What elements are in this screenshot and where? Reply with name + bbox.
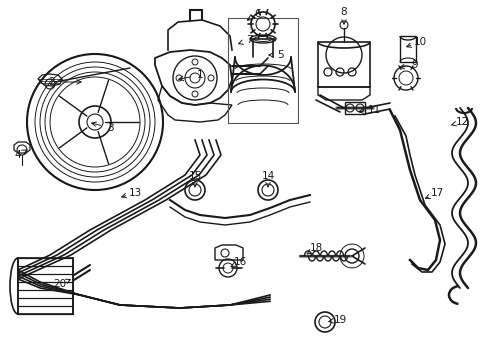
Text: 8: 8 xyxy=(340,7,346,17)
Text: 4: 4 xyxy=(15,150,21,160)
Text: 11: 11 xyxy=(366,105,380,115)
Text: 5: 5 xyxy=(276,50,283,60)
Text: 18: 18 xyxy=(309,243,322,253)
Text: 14: 14 xyxy=(261,171,274,181)
Bar xyxy=(18,258,73,314)
Bar xyxy=(317,42,369,87)
Bar xyxy=(227,18,297,123)
Text: 1: 1 xyxy=(196,70,203,80)
Text: 19: 19 xyxy=(333,315,346,325)
Text: 9: 9 xyxy=(411,60,417,70)
Text: 13: 13 xyxy=(128,188,142,198)
Text: 6: 6 xyxy=(254,9,261,19)
Text: 20: 20 xyxy=(53,279,66,289)
Text: 17: 17 xyxy=(429,188,443,198)
Text: 12: 12 xyxy=(454,117,468,127)
Text: 7: 7 xyxy=(245,35,252,45)
Text: 3: 3 xyxy=(106,123,113,133)
Text: 10: 10 xyxy=(412,37,426,47)
Text: 2: 2 xyxy=(49,77,55,87)
Text: 16: 16 xyxy=(233,257,246,267)
Text: 15: 15 xyxy=(188,171,201,181)
Bar xyxy=(399,36,415,62)
